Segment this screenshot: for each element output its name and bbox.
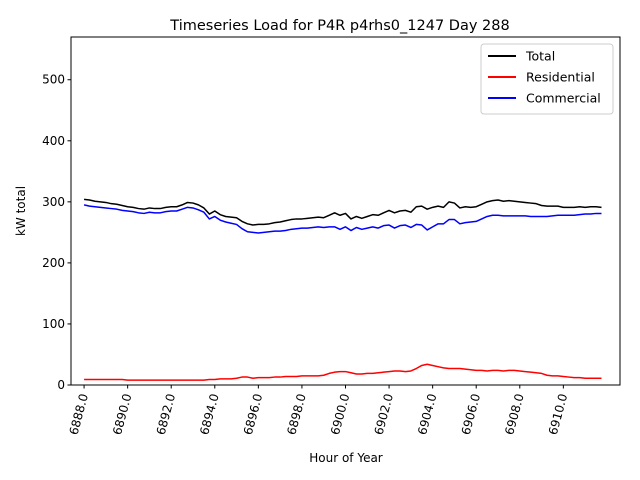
legend-label-total: Total [525, 49, 555, 64]
x-tick-label: 6896.0 [241, 392, 265, 436]
y-tick-label: 400 [42, 134, 65, 148]
x-tick-label: 6906.0 [459, 392, 483, 436]
x-tick-label: 6890.0 [110, 392, 134, 436]
series-line-residential [84, 363, 602, 381]
legend: Total Residential Commercial [480, 43, 614, 115]
series-line-total [83, 198, 602, 226]
legend-label-residential: Residential [526, 70, 595, 85]
x-tick-label: 6888.0 [67, 392, 91, 436]
x-tick-label: 6892.0 [154, 392, 178, 436]
x-tick-label: 6902.0 [372, 392, 396, 436]
legend-label-commercial: Commercial [526, 91, 601, 106]
y-tick-label: 100 [42, 317, 65, 331]
y-tick-label: 0 [57, 378, 65, 392]
y-axis-ticks: 0 100 200 300 400 500 [42, 73, 71, 392]
x-axis-ticks: 6888.0 6890.0 6892.0 6894.0 6896.0 6898.0 6900… [67, 385, 570, 436]
y-tick-label: 200 [42, 256, 65, 270]
x-tick-label: 6904.0 [415, 392, 439, 436]
legend-box [480, 43, 614, 115]
y-tick-label: 300 [42, 195, 65, 209]
x-tick-label: 6900.0 [328, 392, 352, 436]
y-tick-label: 500 [42, 73, 65, 87]
x-tick-label: 6908.0 [502, 392, 526, 436]
plot-frame [70, 36, 621, 386]
x-axis-label: Hour of Year [309, 451, 383, 465]
x-tick-label: 6898.0 [284, 392, 308, 436]
series-layer [83, 198, 602, 381]
series-line-commercial [83, 204, 602, 234]
x-tick-label: 6894.0 [197, 392, 221, 436]
y-axis-label: kW total [14, 186, 28, 236]
x-tick-label: 6910.0 [546, 392, 570, 436]
chart-title: Timeseries Load for P4R p4rhs0_1247 Day … [169, 18, 509, 34]
